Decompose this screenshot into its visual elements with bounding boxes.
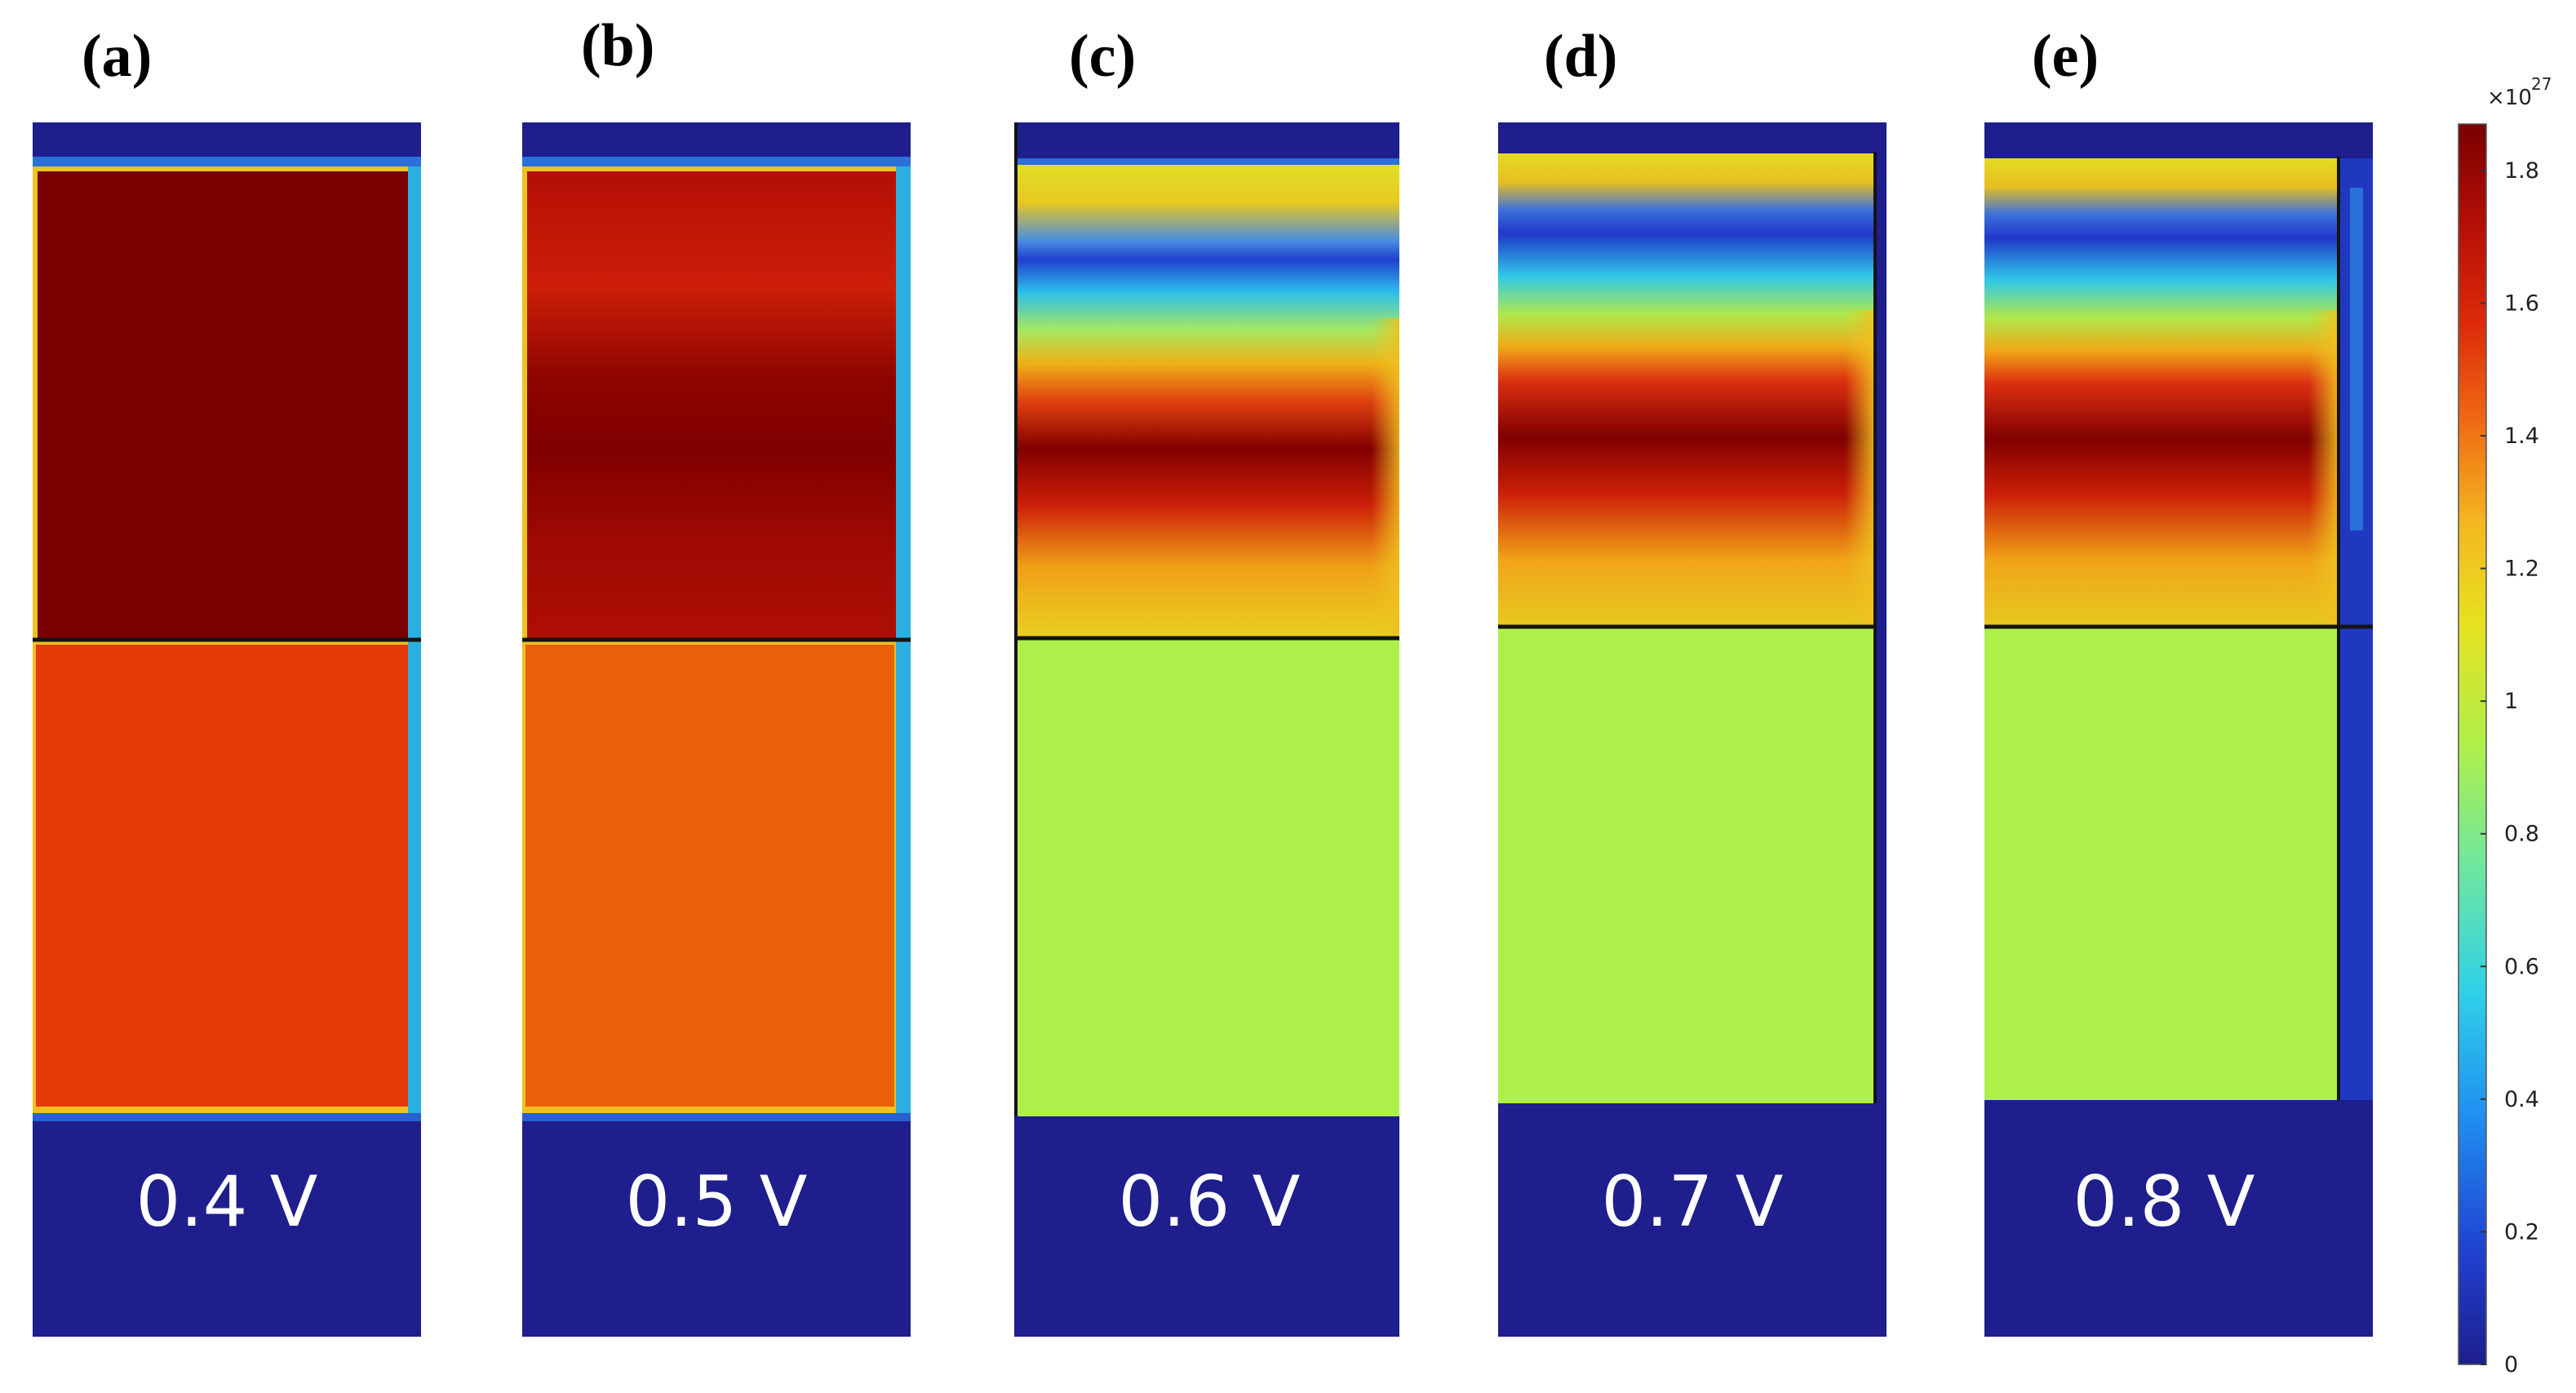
panel-e-label: (e) [2032,23,2099,90]
panel-b-voltage: 0.5 V [626,1161,808,1243]
colorbar-tick-label: 0.2 [2504,1219,2539,1244]
colorbar-tick-label: 0.6 [2504,954,2539,979]
colorbar-tick-label: 1.8 [2504,158,2539,184]
panel-b: (b) 0.5 V [522,12,911,1337]
panel-a-bottom-interface [33,1113,421,1121]
panel-e-bottom-electrode [1984,1100,2373,1337]
panel-c-hotspot-edge [1306,318,1399,637]
panel-b-bottom-electrode [522,1113,911,1337]
panel-e-top-electrode [1984,122,2373,158]
colorbar-tick-label: 0 [2504,1352,2518,1377]
panel-c-label: (c) [1069,23,1136,90]
colorbar-tick-label: 0.4 [2504,1087,2539,1112]
panel-e-side-highlight [2350,188,2363,530]
panel-e-hotspot-edge [2244,310,2337,627]
colorbar-tick-label: 0.8 [2504,822,2539,847]
panel-b-top-interface [522,157,911,166]
colorbar-ticks: 1.8 1.6 1.4 1.2 1 0.8 0.6 0.4 0.2 0 [2481,158,2539,1377]
colorbar-tick-label: 1 [2504,689,2518,714]
panel-c-top-interface [1014,158,1399,165]
panel-e: (e) 0.8 V [1984,23,2373,1337]
colorbar-gradient [2458,123,2487,1365]
panel-c-voltage: 0.6 V [1119,1161,1301,1243]
panel-a-bottom-electrode [33,1113,421,1337]
panel-a-lower-region [36,645,408,1107]
panel-d-bottom-electrode [1498,1103,1887,1337]
panel-b-upper-region [527,171,896,638]
panel-d-lower-region [1498,627,1873,1103]
panel-c-lower-region [1014,638,1399,1116]
panel-d-hotspot-edge [1779,310,1873,627]
colorbar-tick-label: 1.4 [2504,424,2539,449]
colorbar-scale-exponent: 27 [2531,74,2552,94]
panel-c: (c) 0.6 V [1014,23,1399,1337]
panel-b-bottom-interface [522,1113,911,1121]
panel-c-bottom-electrode [1014,1116,1399,1337]
panel-b-lower-region [525,645,894,1107]
panel-d-top-electrode [1498,122,1887,153]
colorbar-scale-label: ×10 [2487,86,2532,110]
colorbar-tick-label: 1.2 [2504,557,2539,582]
panel-a-label: (a) [82,23,152,90]
panel-d-voltage: 0.7 V [1602,1161,1784,1243]
panel-e-lower-region [1984,627,2337,1100]
panel-a-upper-region [38,171,410,638]
panel-d-label: (d) [1544,23,1617,90]
colorbar: ×10 27 1.8 1.6 1.4 1.2 1 0.8 0.6 0.4 0.2 0 [2458,74,2552,1377]
panel-b-label: (b) [581,12,654,79]
panel-e-voltage: 0.8 V [2073,1161,2255,1243]
colorbar-tick-label: 1.6 [2504,291,2539,316]
panel-a-voltage: 0.4 V [136,1161,318,1243]
panel-d: (d) 0.7 V [1498,23,1887,1337]
panel-a-top-interface [33,157,421,166]
panel-a: (a) 0.4 V [33,23,421,1337]
